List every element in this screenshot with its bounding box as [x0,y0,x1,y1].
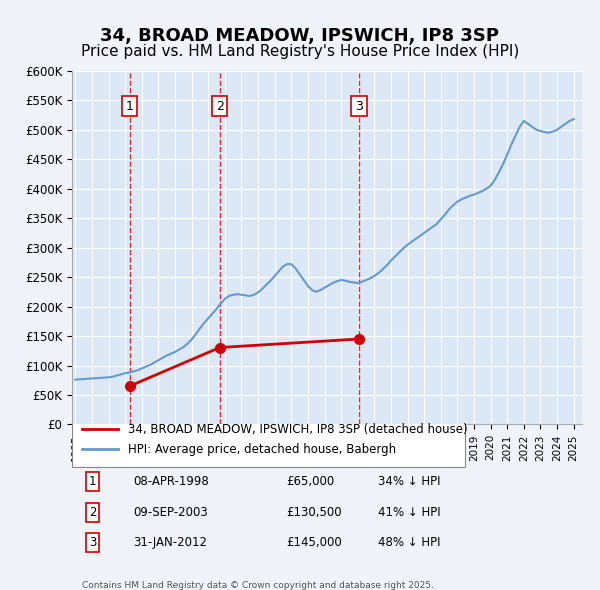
Text: 34% ↓ HPI: 34% ↓ HPI [378,475,440,488]
Text: 09-SEP-2003: 09-SEP-2003 [133,506,208,519]
Text: 48% ↓ HPI: 48% ↓ HPI [378,536,440,549]
Text: Contains HM Land Registry data © Crown copyright and database right 2025.: Contains HM Land Registry data © Crown c… [82,581,434,590]
Text: 31-JAN-2012: 31-JAN-2012 [133,536,207,549]
Text: 1: 1 [126,100,134,113]
FancyBboxPatch shape [72,421,465,467]
Text: £65,000: £65,000 [286,475,334,488]
Text: 41% ↓ HPI: 41% ↓ HPI [378,506,440,519]
Text: 2: 2 [216,100,224,113]
Text: 34, BROAD MEADOW, IPSWICH, IP8 3SP (detached house): 34, BROAD MEADOW, IPSWICH, IP8 3SP (deta… [128,422,468,435]
Text: 3: 3 [355,100,363,113]
Text: 3: 3 [89,536,96,549]
Text: 2: 2 [89,506,96,519]
Text: 1: 1 [89,475,96,488]
Text: 34, BROAD MEADOW, IPSWICH, IP8 3SP: 34, BROAD MEADOW, IPSWICH, IP8 3SP [101,27,499,45]
Text: 08-APR-1998: 08-APR-1998 [133,475,209,488]
Text: £145,000: £145,000 [286,536,342,549]
Text: £130,500: £130,500 [286,506,342,519]
Text: Price paid vs. HM Land Registry's House Price Index (HPI): Price paid vs. HM Land Registry's House … [81,44,519,59]
Text: HPI: Average price, detached house, Babergh: HPI: Average price, detached house, Babe… [128,442,396,455]
